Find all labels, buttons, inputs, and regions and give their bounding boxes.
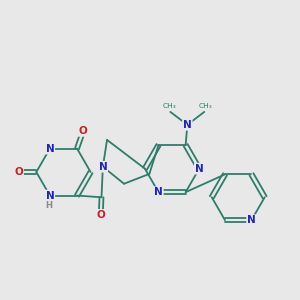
Text: N: N	[46, 190, 54, 201]
Text: N: N	[98, 162, 107, 172]
Text: N: N	[154, 187, 163, 197]
Text: N: N	[247, 215, 256, 225]
Text: O: O	[79, 126, 88, 136]
Text: N: N	[46, 143, 54, 154]
Text: N: N	[195, 164, 204, 174]
Text: O: O	[14, 167, 23, 177]
Text: O: O	[96, 210, 105, 220]
Text: CH₃: CH₃	[199, 103, 212, 109]
Text: H: H	[46, 201, 53, 210]
Text: CH₃: CH₃	[162, 103, 176, 109]
Text: N: N	[183, 120, 192, 130]
